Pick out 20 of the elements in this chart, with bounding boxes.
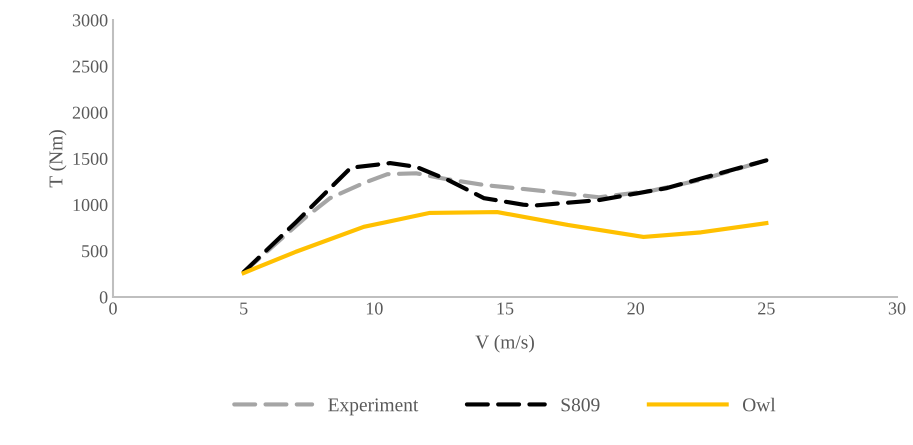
x-tick-label: 15 — [498, 302, 514, 315]
x-axis-title: V (m/s) — [475, 334, 534, 353]
legend-label: Owl — [743, 398, 776, 412]
x-tick-label: 30 — [888, 302, 906, 315]
line-series — [242, 210, 768, 276]
x-tick-label: 5 — [240, 302, 248, 315]
y-tick-label: 3000 — [72, 14, 108, 26]
x-tick-label: 10 — [366, 302, 383, 315]
x-tick-label: 20 — [627, 302, 644, 315]
y-tick-label: 1000 — [74, 198, 108, 212]
y-tick-label: 0 — [100, 291, 108, 304]
y-tick-label: 2000 — [72, 106, 108, 119]
y-axis-title: T (Nm) — [48, 130, 66, 188]
legend-label: S809 — [562, 398, 600, 412]
legend-label: Experiment — [328, 398, 418, 416]
y-tick-label: 1500 — [74, 152, 108, 165]
x-tick-label: 25 — [758, 302, 775, 315]
x-tick-label: 0 — [109, 302, 117, 315]
y-tick-label: 2500 — [72, 60, 108, 73]
y-tick-label: 500 — [82, 245, 108, 258]
